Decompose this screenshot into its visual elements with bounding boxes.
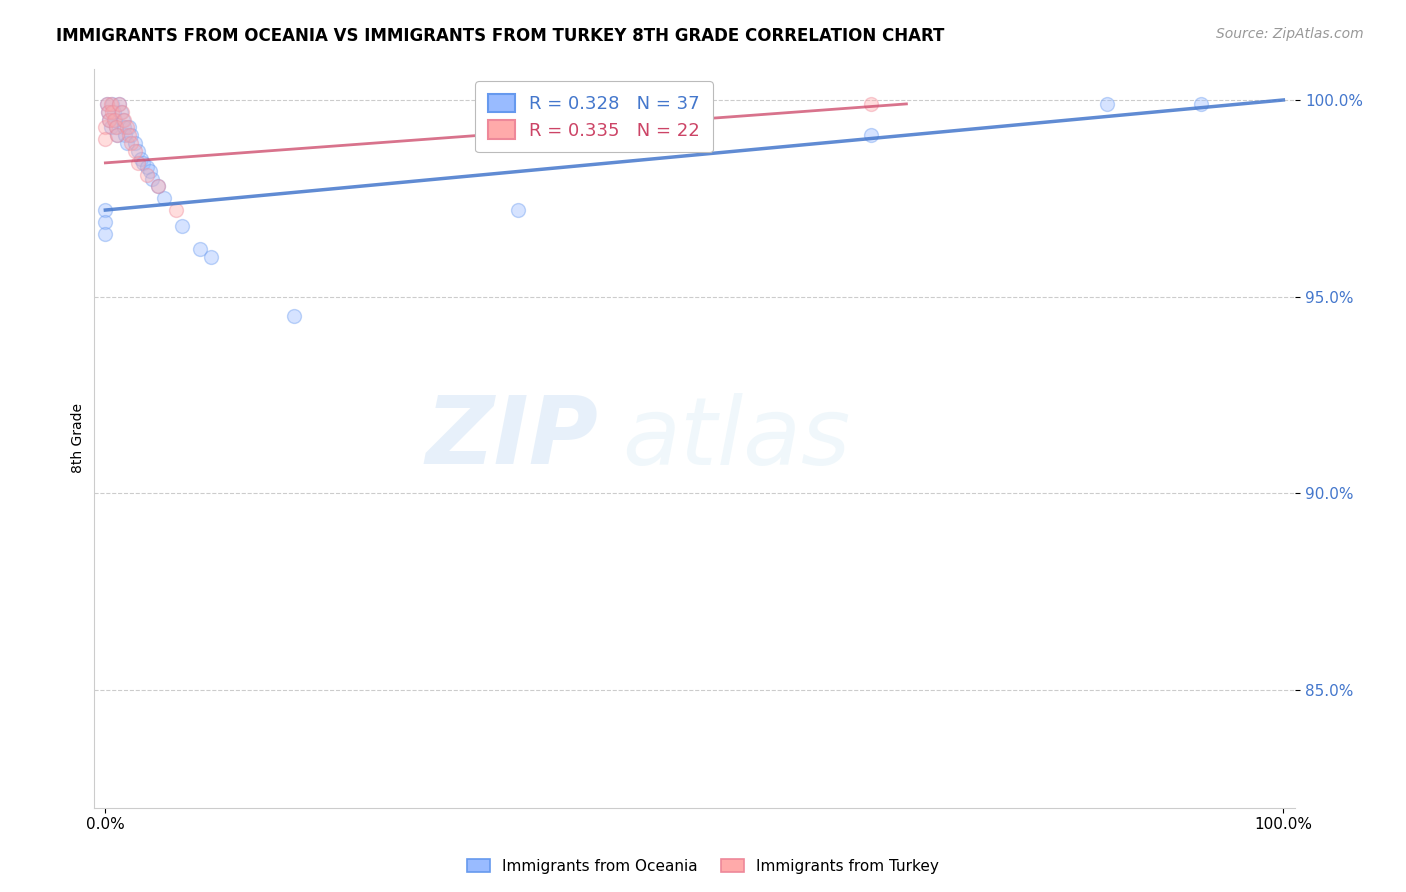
Point — [124, 136, 146, 151]
Point — [110, 104, 132, 119]
Point — [188, 243, 211, 257]
Point — [170, 219, 193, 233]
Point — [94, 132, 117, 146]
Point — [118, 120, 141, 135]
Point — [108, 96, 131, 111]
Point — [860, 96, 883, 111]
Point — [94, 202, 117, 217]
Legend: Immigrants from Oceania, Immigrants from Turkey: Immigrants from Oceania, Immigrants from… — [461, 853, 945, 880]
Point — [111, 112, 134, 127]
Point — [101, 104, 124, 119]
Point — [135, 168, 157, 182]
Point — [97, 104, 120, 119]
Point — [139, 163, 162, 178]
Point — [104, 112, 127, 127]
Text: Source: ZipAtlas.com: Source: ZipAtlas.com — [1216, 27, 1364, 41]
Point — [101, 96, 124, 111]
Point — [129, 152, 152, 166]
Point — [96, 96, 118, 111]
Point — [115, 120, 138, 135]
Point — [112, 112, 135, 127]
Point — [165, 202, 187, 217]
Point — [105, 128, 128, 143]
Point — [103, 112, 125, 127]
Point — [135, 160, 157, 174]
Point — [100, 120, 122, 135]
Point — [104, 120, 127, 135]
Point — [200, 250, 222, 264]
Point — [120, 136, 142, 151]
Point — [97, 112, 120, 127]
Point — [118, 128, 141, 143]
Point — [94, 215, 117, 229]
Text: atlas: atlas — [623, 392, 851, 483]
Point — [94, 227, 117, 241]
Point — [124, 144, 146, 158]
Point — [127, 144, 149, 158]
Point — [1095, 96, 1118, 111]
Point — [105, 128, 128, 143]
Point — [112, 120, 135, 135]
Text: ZIP: ZIP — [426, 392, 598, 484]
Point — [120, 128, 142, 143]
Point — [283, 310, 305, 324]
Point — [111, 104, 134, 119]
Point — [1189, 96, 1212, 111]
Point — [100, 96, 122, 111]
Point — [114, 128, 136, 143]
Point — [153, 191, 176, 205]
Point — [94, 120, 117, 135]
Point — [506, 202, 529, 217]
Point — [148, 179, 170, 194]
Legend: R = 0.328   N = 37, R = 0.335   N = 22: R = 0.328 N = 37, R = 0.335 N = 22 — [475, 81, 713, 153]
Point — [127, 156, 149, 170]
Point — [860, 128, 883, 143]
Point — [96, 96, 118, 111]
Point — [108, 96, 131, 111]
Point — [104, 120, 127, 135]
Text: IMMIGRANTS FROM OCEANIA VS IMMIGRANTS FROM TURKEY 8TH GRADE CORRELATION CHART: IMMIGRANTS FROM OCEANIA VS IMMIGRANTS FR… — [56, 27, 945, 45]
Point — [132, 156, 155, 170]
Point — [115, 136, 138, 151]
Point — [103, 104, 125, 119]
Point — [97, 104, 120, 119]
Point — [148, 179, 170, 194]
Point — [97, 112, 120, 127]
Point — [141, 171, 163, 186]
Y-axis label: 8th Grade: 8th Grade — [72, 403, 86, 473]
